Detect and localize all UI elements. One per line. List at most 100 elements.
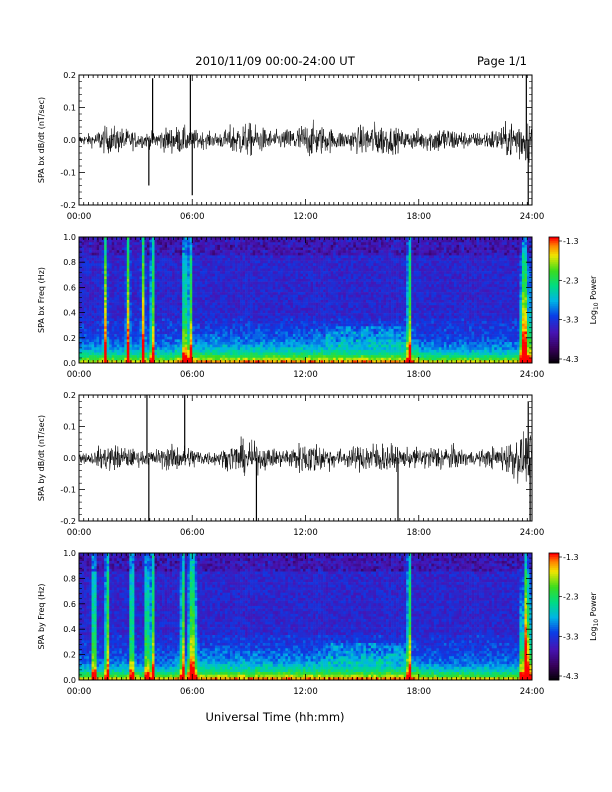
spectrogram-cell: [106, 297, 110, 301]
spectrogram-cell: [79, 242, 82, 246]
spectrogram-cell: [119, 284, 123, 288]
spectrogram-cell: [106, 318, 110, 322]
spectrogram-cell: [207, 326, 211, 330]
spectrogram-cell: [99, 342, 102, 345]
spectrogram-cell: [277, 258, 281, 261]
spectrogram-cell: [313, 268, 316, 272]
spectrogram-cell: [141, 305, 145, 309]
spectrogram-cell: [111, 313, 115, 317]
spectrogram-cell: [129, 305, 133, 309]
spectrogram-cell: [250, 255, 253, 259]
spectrogram-cell: [202, 258, 206, 261]
spectrogram-cell: [252, 334, 256, 338]
spectrogram-cell: [182, 347, 185, 351]
spectrogram-cell: [302, 321, 306, 324]
spectrogram-cell: [240, 300, 243, 303]
spectrogram-cell: [124, 336, 128, 340]
spectrogram-cell: [214, 242, 218, 246]
spectrogram-cell: [159, 310, 163, 314]
spectrogram-cell: [292, 239, 296, 243]
spectrogram-cell: [149, 357, 153, 361]
spectrogram-cell: [323, 321, 326, 324]
spectrogram-cell: [280, 355, 284, 359]
spectrogram-cell: [172, 349, 175, 353]
spectrogram-cell: [230, 360, 233, 364]
spectrogram-cell: [290, 284, 294, 288]
spectrogram-cell: [318, 357, 321, 361]
spectrogram-cell: [169, 247, 173, 251]
spectrogram-cell: [224, 321, 228, 324]
spectrogram-cell: [275, 300, 279, 303]
spectrogram-cell: [189, 286, 193, 290]
spectrogram-cell: [141, 273, 145, 277]
spectrogram-cell: [194, 318, 198, 322]
spectrogram-cell: [141, 328, 145, 332]
spectrogram-cell: [310, 334, 314, 338]
spectrogram-cell: [182, 292, 185, 296]
spectrogram-cell: [250, 339, 253, 343]
spectrogram-cell: [192, 318, 196, 322]
spectrogram-cell: [179, 242, 183, 246]
spectrogram-cell: [292, 342, 296, 345]
spectrogram-cell: [270, 281, 274, 285]
spectrogram-cell: [89, 268, 92, 272]
spectrogram-cell: [101, 265, 105, 269]
spectrogram-cell: [300, 328, 304, 332]
spectrogram-cell: [280, 334, 284, 338]
spectrogram-cell: [106, 260, 110, 264]
spectrogram-cell: [255, 347, 258, 351]
spectrogram-cell: [222, 294, 226, 298]
spectrogram-cell: [189, 284, 193, 288]
spectrogram-cell: [285, 305, 289, 309]
spectrogram-cell: [101, 273, 105, 277]
spectrogram-cell: [179, 344, 183, 348]
spectrogram-cell: [207, 305, 211, 309]
spectrogram-cell: [280, 260, 284, 264]
spectrogram-cell: [192, 281, 196, 285]
spectrogram-cell: [146, 349, 150, 353]
spectrogram-cell: [252, 349, 256, 353]
spectrogram-cell: [242, 339, 246, 343]
spectrogram-cell: [119, 244, 123, 248]
spectrogram-cell: [159, 286, 163, 290]
spectrogram-cell: [81, 336, 85, 340]
spectrogram-cell: [295, 307, 299, 311]
spectrogram-cell: [217, 281, 221, 285]
spectrogram-cell: [290, 250, 294, 254]
spectrogram-cell: [282, 355, 286, 359]
spectrogram-cell: [272, 297, 276, 301]
spectrogram-cell: [174, 302, 178, 306]
spectrogram-cell: [277, 239, 281, 243]
spectrogram-cell: [255, 339, 258, 343]
spectrogram-cell: [94, 328, 97, 332]
spectrogram-cell: [260, 297, 264, 301]
spectrogram-cell: [250, 318, 253, 322]
spectrogram-cell: [179, 268, 183, 272]
spectrogram-cell: [250, 305, 253, 309]
spectrogram-cell: [116, 360, 120, 364]
spectrogram-cell: [167, 273, 170, 277]
spectrogram-cell: [315, 297, 319, 301]
spectrogram-cell: [101, 342, 105, 345]
spectrogram-cell: [157, 237, 160, 240]
spectrogram-cell: [86, 273, 90, 277]
spectrogram-cell: [104, 294, 107, 298]
spectrogram-cell: [209, 331, 213, 335]
spectrogram-cell: [139, 255, 143, 259]
spectrogram-cell: [282, 315, 286, 319]
spectrogram-cell: [232, 268, 236, 272]
spectrogram-cell: [250, 284, 253, 288]
spectrogram-cell: [197, 315, 201, 319]
spectrogram-cell: [224, 349, 228, 353]
spectrogram-cell: [265, 279, 269, 282]
spectrogram-cell: [99, 334, 102, 338]
spectrogram-cell: [240, 344, 243, 348]
spectrogram-cell: [86, 302, 90, 306]
spectrogram-cell: [325, 237, 329, 240]
spectrogram-cell: [187, 289, 191, 293]
spectrogram-cell: [179, 328, 183, 332]
spectrogram-cell: [313, 289, 316, 293]
spectrogram-cell: [177, 281, 180, 285]
spectrogram-cell: [111, 247, 115, 251]
spectrogram-cell: [104, 273, 107, 277]
